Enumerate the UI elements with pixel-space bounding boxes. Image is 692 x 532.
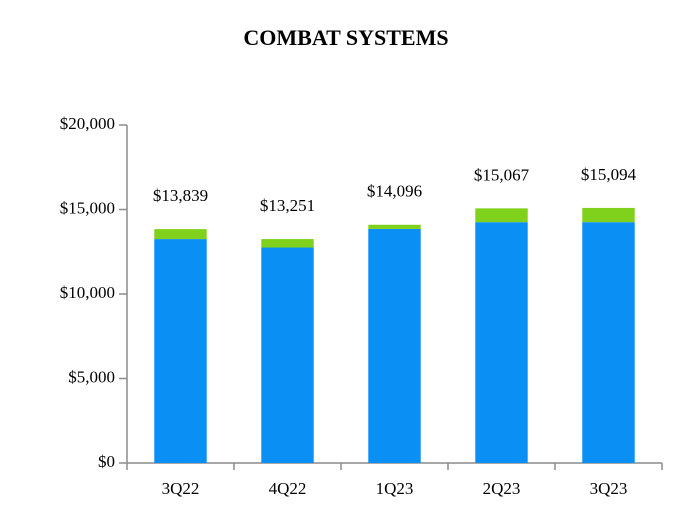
y-tick-label: $15,000 bbox=[60, 198, 115, 217]
bar-segment bbox=[261, 239, 314, 248]
y-tick-label: $20,000 bbox=[60, 114, 115, 133]
bar-segment bbox=[368, 224, 421, 229]
bar-segment bbox=[582, 222, 635, 463]
total-label: $13,251 bbox=[260, 196, 315, 215]
bar-segment bbox=[475, 208, 528, 223]
bar-segment bbox=[582, 207, 635, 223]
bar-segment bbox=[154, 229, 207, 240]
y-tick-label: $0 bbox=[98, 452, 115, 471]
bar-segment bbox=[475, 222, 528, 463]
bar-segment bbox=[154, 239, 207, 463]
total-label: $15,094 bbox=[581, 165, 637, 184]
bar-segment bbox=[261, 247, 314, 463]
x-tick-label: 1Q23 bbox=[376, 479, 414, 498]
x-tick-label: 3Q22 bbox=[162, 479, 200, 498]
total-label: $14,096 bbox=[367, 182, 422, 201]
total-label: $13,839 bbox=[153, 186, 208, 205]
total-label: $15,067 bbox=[474, 165, 530, 184]
chart-title: COMBAT SYSTEMS bbox=[243, 25, 448, 50]
x-tick-label: 4Q22 bbox=[269, 479, 307, 498]
bar-segment bbox=[368, 228, 421, 463]
x-tick-label: 3Q23 bbox=[590, 479, 628, 498]
y-tick-label: $10,000 bbox=[60, 283, 115, 302]
x-tick-label: 2Q23 bbox=[483, 479, 521, 498]
y-tick-label: $5,000 bbox=[68, 367, 115, 386]
